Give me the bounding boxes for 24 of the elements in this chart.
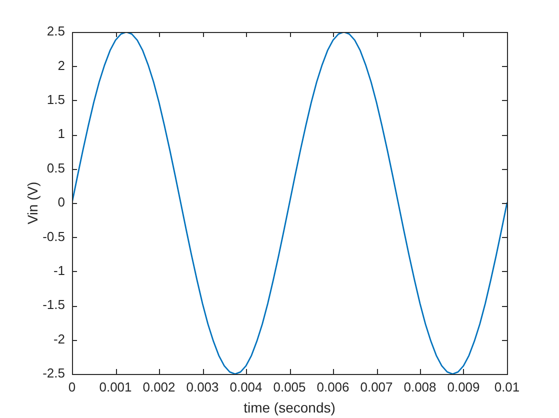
- y-tick-label: -1.5: [42, 297, 65, 312]
- x-axis-title: time (seconds): [244, 399, 336, 416]
- y-tick-label: -0.5: [42, 228, 65, 244]
- x-tick-label: 0.004: [230, 379, 262, 394]
- x-tick-label: 0.007: [360, 379, 393, 394]
- y-tick-label: 2.5: [46, 24, 65, 39]
- x-tick-label: 0.008: [404, 379, 436, 394]
- x-tick-label: 0.009: [447, 379, 480, 394]
- x-tick-label: 0.001: [99, 379, 132, 394]
- y-tick-label: -1: [53, 262, 65, 278]
- y-tick-label: 2: [58, 58, 65, 73]
- x-tick-label: 0.005: [273, 379, 306, 394]
- y-tick-label: 1: [58, 126, 65, 142]
- y-tick-label: -2.5: [42, 366, 65, 381]
- x-tick-label: 0.003: [186, 379, 219, 394]
- x-tick-label: 0: [68, 379, 76, 394]
- y-axis-title: Vin (V): [24, 182, 40, 224]
- x-tick-label: 0.002: [142, 379, 176, 394]
- y-tick-label: 0.5: [46, 160, 65, 176]
- y-tick-label: 1.5: [46, 92, 65, 107]
- x-tick-label: 0.006: [316, 379, 350, 394]
- y-tick-label: 0: [58, 194, 65, 210]
- x-tick-label: 0.01: [494, 379, 520, 394]
- y-tick-label: -2: [53, 331, 65, 346]
